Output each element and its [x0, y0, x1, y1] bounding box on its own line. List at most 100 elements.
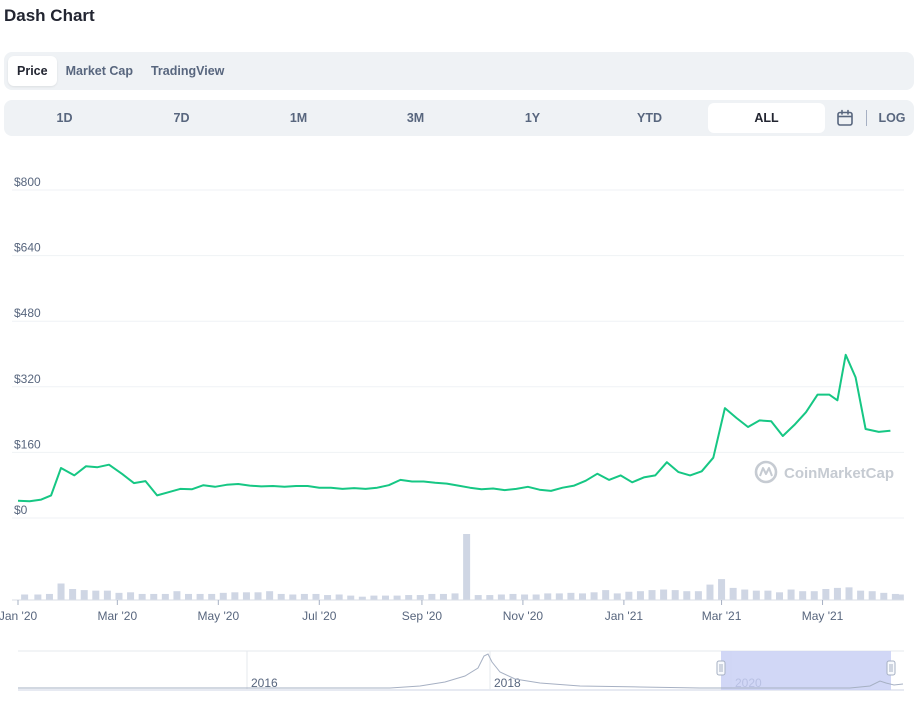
volume-bar	[799, 591, 807, 600]
volume-bar	[567, 592, 575, 600]
volume-bar	[150, 593, 158, 600]
volume-bar	[347, 595, 355, 600]
volume-bar	[289, 594, 297, 600]
volume-bar	[335, 594, 343, 600]
range-1m-button[interactable]: 1M	[289, 111, 308, 125]
volume-bar	[833, 587, 841, 600]
volume-bar	[694, 591, 702, 600]
range-3m-button[interactable]: 3M	[406, 111, 425, 125]
volume-bar	[161, 593, 169, 600]
x-tick-label: Sep '20	[402, 609, 443, 623]
volume-bar	[266, 591, 274, 600]
volume-bar	[764, 590, 772, 600]
volume-bar	[683, 591, 691, 600]
volume-bar	[185, 593, 193, 600]
toolbar-divider	[866, 110, 867, 126]
x-tick-label: May '20	[197, 609, 239, 623]
range-all-button[interactable]: ALL	[708, 103, 825, 133]
volume-bar	[752, 590, 760, 600]
y-tick-label: $0	[14, 503, 28, 517]
volume-bar	[416, 595, 424, 600]
navigator-year-label: 2016	[251, 676, 278, 690]
volume-bar	[138, 593, 146, 600]
volume-bar	[896, 594, 904, 600]
tab-market-cap[interactable]: Market Cap	[65, 64, 133, 78]
log-scale-button[interactable]: LOG	[878, 111, 906, 125]
volume-bar	[857, 590, 865, 600]
volume-bar	[115, 592, 123, 600]
volume-bar	[439, 593, 447, 600]
volume-bar	[590, 592, 598, 600]
volume-bar	[613, 593, 621, 600]
volume-bar	[741, 589, 749, 600]
volume-bar	[219, 592, 227, 600]
tab-tradingview[interactable]: TradingView	[150, 64, 225, 78]
y-tick-label: $160	[14, 437, 41, 451]
volume-bar	[370, 595, 378, 600]
volume-bar	[277, 593, 285, 600]
chart-title: Dash Chart	[4, 6, 95, 25]
volume-bar	[69, 589, 77, 600]
volume-bar	[509, 593, 517, 600]
volume-bar	[532, 594, 540, 600]
volume-bar	[706, 584, 714, 600]
x-axis-labels: Jan '20 Mar '20 May '20 Jul '20 Sep '20 Nov '…	[0, 600, 844, 623]
volume-bar	[497, 594, 505, 600]
volume-bar	[787, 589, 795, 600]
range-ytd-button[interactable]: YTD	[637, 111, 662, 125]
range-1d-button[interactable]: 1D	[56, 111, 73, 125]
volume-bar	[242, 592, 250, 600]
volume-bar	[324, 595, 332, 600]
tab-price[interactable]: Price	[8, 56, 57, 86]
volume-bar	[880, 592, 888, 600]
volume-bar	[103, 590, 111, 600]
y-tick-label: $320	[14, 372, 41, 386]
volume-bar	[474, 595, 482, 600]
volume-bar	[405, 595, 413, 600]
x-tick-label: May '21	[802, 609, 844, 623]
volume-bar	[428, 593, 436, 600]
range-navigator[interactable]: 201620182020	[18, 650, 904, 691]
volume-bar	[57, 583, 65, 600]
volume-bar	[729, 587, 737, 600]
volume-bar	[45, 593, 53, 600]
y-tick-label: $640	[14, 241, 41, 255]
volume-bar	[254, 592, 262, 600]
volume-bar	[660, 589, 668, 600]
x-tick-label: Mar '20	[98, 609, 138, 623]
navigator-right-handle[interactable]	[886, 660, 896, 676]
y-tick-label: $480	[14, 306, 41, 320]
calendar-icon[interactable]	[836, 109, 854, 127]
volume-bar	[358, 596, 366, 600]
grid-lines	[12, 189, 904, 519]
navigator-year-label: 2018	[494, 676, 521, 690]
range-1y-button[interactable]: 1Y	[524, 111, 541, 125]
x-tick-label: Jan '21	[605, 609, 644, 623]
volume-bar	[891, 593, 899, 600]
volume-bar	[718, 579, 726, 600]
y-axis-labels: $0 $160 $320 $480 $640 $800	[14, 175, 41, 517]
navigator-history-line	[18, 653, 904, 689]
range-7d-button[interactable]: 7D	[173, 111, 190, 125]
volume-bar	[382, 595, 390, 600]
navigator-left-handle[interactable]	[716, 660, 726, 676]
volume-bar	[579, 593, 587, 600]
volume-bar	[625, 591, 633, 600]
watermark-text: CoinMarketCap	[784, 465, 894, 482]
coinmarketcap-logo-mark	[759, 467, 773, 477]
x-tick-label: Mar '21	[702, 609, 742, 623]
volume-bar	[521, 594, 529, 600]
volume-bars	[12, 534, 904, 601]
coinmarketcap-watermark: CoinMarketCap	[754, 460, 894, 484]
volume-bar	[555, 593, 563, 600]
volume-bar	[80, 590, 88, 600]
volume-bar	[21, 594, 29, 600]
volume-bar	[486, 595, 494, 600]
volume-bar	[393, 595, 401, 600]
volume-bar	[636, 591, 644, 600]
volume-bar	[312, 593, 320, 600]
volume-bar	[868, 591, 876, 600]
volume-bar	[127, 592, 135, 600]
navigator-selection	[721, 651, 891, 690]
x-tick-label: Jan '20	[0, 609, 37, 623]
